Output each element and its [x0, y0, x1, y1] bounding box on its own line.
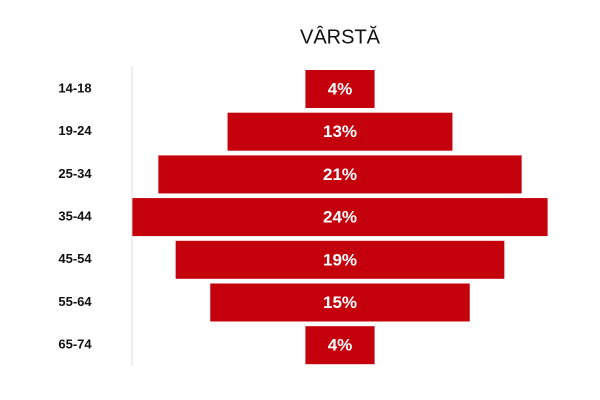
value-label: 19%: [323, 250, 357, 269]
value-label: 4%: [328, 336, 353, 355]
value-label: 13%: [323, 122, 357, 141]
category-label: 14-18: [58, 80, 91, 95]
bar: [305, 70, 375, 108]
bar: [305, 326, 375, 365]
category-label: 19-24: [58, 123, 92, 138]
category-label: 55-64: [58, 294, 92, 309]
category-label: 45-54: [58, 251, 92, 266]
category-label: 25-34: [58, 166, 92, 181]
value-label: 21%: [323, 165, 357, 184]
value-label: 15%: [323, 293, 357, 312]
value-label: 4%: [328, 79, 353, 98]
bar: [175, 240, 505, 279]
bar: [158, 155, 522, 194]
category-label: 65-74: [58, 337, 92, 352]
bar: [227, 112, 453, 151]
category-label: 35-44: [58, 209, 92, 224]
bar: [132, 198, 548, 237]
chart-title: VÂRSTĂ: [300, 25, 381, 48]
value-label: 24%: [323, 208, 357, 227]
bar: [210, 283, 470, 322]
